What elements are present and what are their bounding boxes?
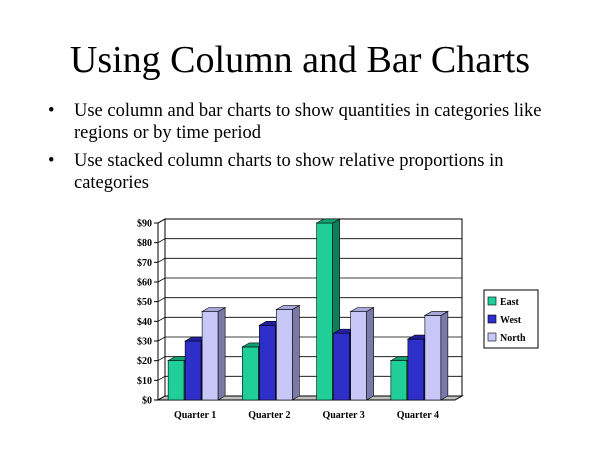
gridline — [157, 257, 462, 263]
bar-side — [366, 306, 374, 401]
bar-front — [316, 222, 333, 401]
bar-top — [200, 307, 227, 312]
y-tick-label: $10 — [137, 376, 152, 387]
bar-top — [315, 218, 341, 224]
legend-label: North — [500, 333, 526, 344]
bullet-text: Use column and bar charts to show quanti… — [74, 101, 542, 143]
y-tick-label: $50 — [137, 297, 152, 308]
bullet-item: • Use column and bar charts to show quan… — [48, 100, 568, 144]
y-tick-label: $80 — [137, 238, 152, 249]
bullet-icon: • — [48, 101, 55, 121]
bar-top — [349, 307, 375, 312]
gridline — [157, 238, 462, 244]
bar-front — [350, 311, 367, 401]
legend-swatch — [487, 314, 497, 324]
bar-front — [259, 324, 276, 401]
bar-top — [423, 311, 450, 316]
legend-label: East — [500, 297, 520, 308]
bar-top — [275, 305, 301, 310]
y-tick-label: $20 — [137, 356, 152, 367]
legend-label: West — [500, 315, 522, 326]
bar-front — [167, 360, 185, 401]
bar-front — [407, 338, 425, 401]
bullet-icon: • — [48, 151, 55, 171]
gridline — [157, 277, 462, 283]
legend-swatch — [487, 296, 497, 306]
chart-side-wall — [157, 218, 166, 401]
slide-title: Using Column and Bar Charts — [69, 39, 531, 81]
y-tick-label: $30 — [137, 337, 152, 348]
bar-front — [201, 311, 219, 401]
legend-swatch — [487, 332, 497, 342]
x-category-label: Quarter 4 — [397, 410, 439, 421]
y-tick-label: $40 — [137, 317, 152, 328]
gridline — [157, 297, 462, 303]
bar-front — [184, 340, 202, 401]
x-category-label: Quarter 3 — [322, 410, 364, 421]
y-tick-label: $60 — [137, 278, 152, 289]
bar-side — [217, 306, 226, 401]
bar-front — [424, 315, 442, 401]
bar-side — [292, 305, 300, 401]
y-tick-label: $70 — [137, 258, 152, 269]
x-category-label: Quarter 1 — [174, 410, 216, 421]
bar-front — [390, 360, 408, 401]
bar-front — [333, 332, 350, 401]
bar-front — [276, 309, 293, 401]
bar-front — [242, 346, 259, 401]
y-tick-label: $0 — [142, 396, 152, 407]
bullet-item: • Use stacked column charts to show rela… — [48, 150, 568, 194]
gridline — [157, 218, 462, 224]
x-category-label: Quarter 2 — [248, 410, 290, 421]
bullet-text: Use stacked column charts to show relati… — [74, 151, 504, 193]
y-tick-label: $90 — [137, 219, 152, 230]
bar-side — [440, 310, 449, 401]
bullet-list: • Use column and bar charts to show quan… — [48, 100, 568, 200]
